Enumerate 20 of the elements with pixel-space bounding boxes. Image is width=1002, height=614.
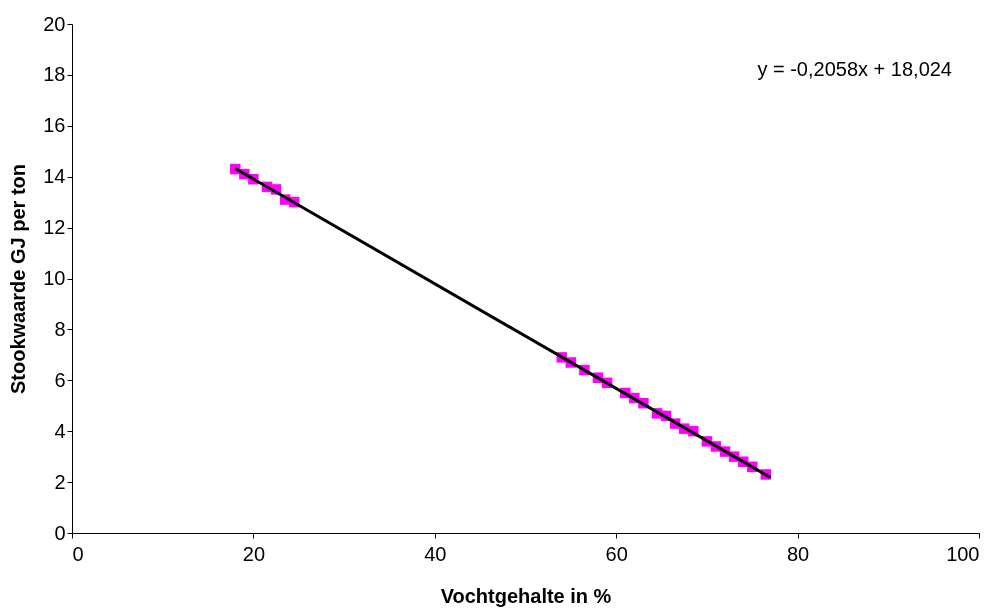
y-tick-label: 10 xyxy=(43,267,66,289)
y-axis-title: Stookwaarde GJ per ton xyxy=(7,163,30,395)
y-tick-label: 2 xyxy=(54,470,66,493)
y-tick-label: 6 xyxy=(54,368,66,391)
y-tick-label: 4 xyxy=(54,419,66,442)
x-tick-label: 80 xyxy=(786,542,810,565)
x-tick-label: 100 xyxy=(946,542,980,565)
annotation: y = -0,2058x + 18,024 xyxy=(757,58,952,80)
y-tick-label: 18 xyxy=(43,63,66,86)
y-tick-label: 14 xyxy=(43,165,66,188)
y-tick-label: 16 xyxy=(43,114,66,137)
y-tick-label: 12 xyxy=(43,216,66,239)
y-tick-label: 8 xyxy=(54,317,66,340)
x-tick-label: 40 xyxy=(424,542,447,565)
y-tick-label: 0 xyxy=(54,521,66,544)
x-tick-label: 60 xyxy=(605,542,628,565)
x-tick-label: 0 xyxy=(72,542,84,565)
x-tick-label: 20 xyxy=(242,542,266,565)
x-axis-title: Vochtgehalte in % xyxy=(440,584,612,607)
y-tick-label: 20 xyxy=(43,12,66,35)
